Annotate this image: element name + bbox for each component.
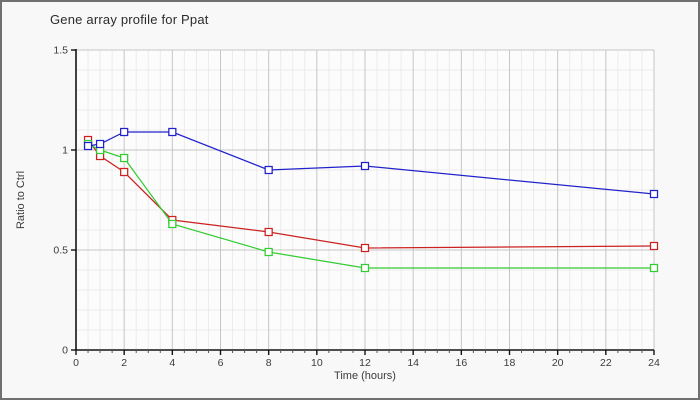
data-point-red [264,227,273,237]
data-point-green [360,263,370,273]
x-tick-label: 14 [407,357,419,369]
data-point-green [120,153,129,163]
x-tick-label: 2 [121,357,127,369]
series-blue [83,127,659,199]
x-tick-label: 20 [552,357,564,369]
y-tick-label: 1.5 [53,45,68,57]
x-tick-label: 12 [359,357,371,369]
x-tick-label: 18 [504,357,516,369]
y-tick-labels: 0 0.5 1 1.5 [53,45,76,357]
data-point-blue [120,127,129,137]
data-point-blue [649,189,659,199]
chart-title: Gene array profile for Ppat [50,12,209,27]
x-tick-label: 6 [218,357,224,369]
x-tick-label: 4 [169,357,175,369]
x-tick-label: 10 [311,357,323,369]
data-point-green [649,263,659,273]
data-point-blue [360,161,370,171]
data-point-blue [168,127,177,137]
y-tick-label: 0 [62,345,68,357]
data-point-blue [83,141,93,151]
x-tick-label: 24 [648,357,660,369]
x-tick-label: 16 [455,357,467,369]
x-tick-label: 22 [600,357,612,369]
data-point-green [168,219,177,229]
data-point-red [649,241,659,251]
x-tick-labels: 0 2 4 6 8 10 12 14 16 18 20 22 24 [73,350,660,369]
data-point-green [264,247,273,257]
x-axis-label: Time (hours) [334,370,396,382]
data-point-red [360,243,370,253]
data-point-red [120,167,129,177]
x-tick-label: 0 [73,357,79,369]
data-point-blue [95,139,105,149]
y-tick-label: 1 [62,145,68,157]
x-tick-label: 8 [266,357,272,369]
y-tick-label: 0.5 [53,245,68,257]
data-point-blue [264,165,273,175]
